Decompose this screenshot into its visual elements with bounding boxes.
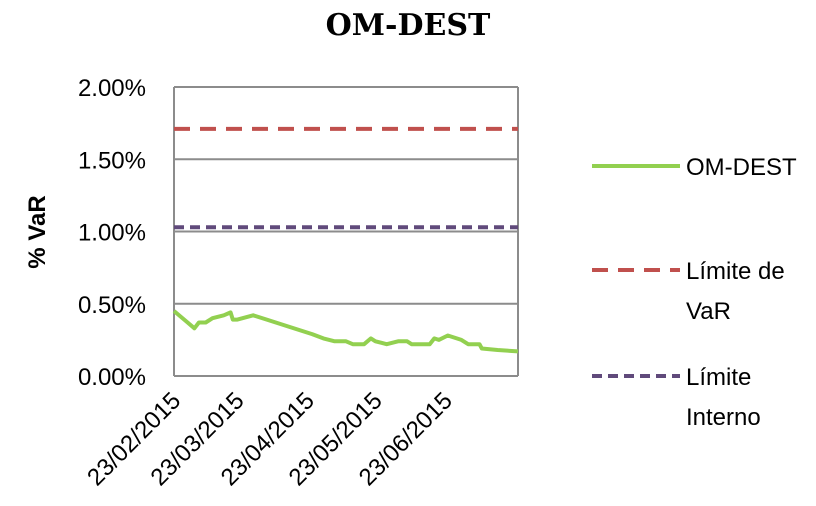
series-line-1 bbox=[172, 309, 519, 354]
legend-label-2: VaR bbox=[686, 298, 731, 325]
y-tick-label: 2.00% bbox=[78, 75, 146, 102]
legend-label-3: Interno bbox=[686, 404, 761, 431]
legend-label-1: OM-DEST bbox=[686, 154, 797, 181]
y-tick-label: 1.00% bbox=[78, 220, 146, 247]
y-tick-label: 1.50% bbox=[78, 147, 146, 174]
y-tick-label: 0.50% bbox=[78, 292, 146, 319]
chart-title: OM-DEST bbox=[325, 8, 491, 43]
legend-label-3: Límite bbox=[686, 364, 751, 391]
y-axis-label: % VaR bbox=[24, 195, 51, 268]
y-tick-label: 0.00% bbox=[78, 364, 146, 391]
legend-label-2: Límite de bbox=[686, 258, 785, 285]
